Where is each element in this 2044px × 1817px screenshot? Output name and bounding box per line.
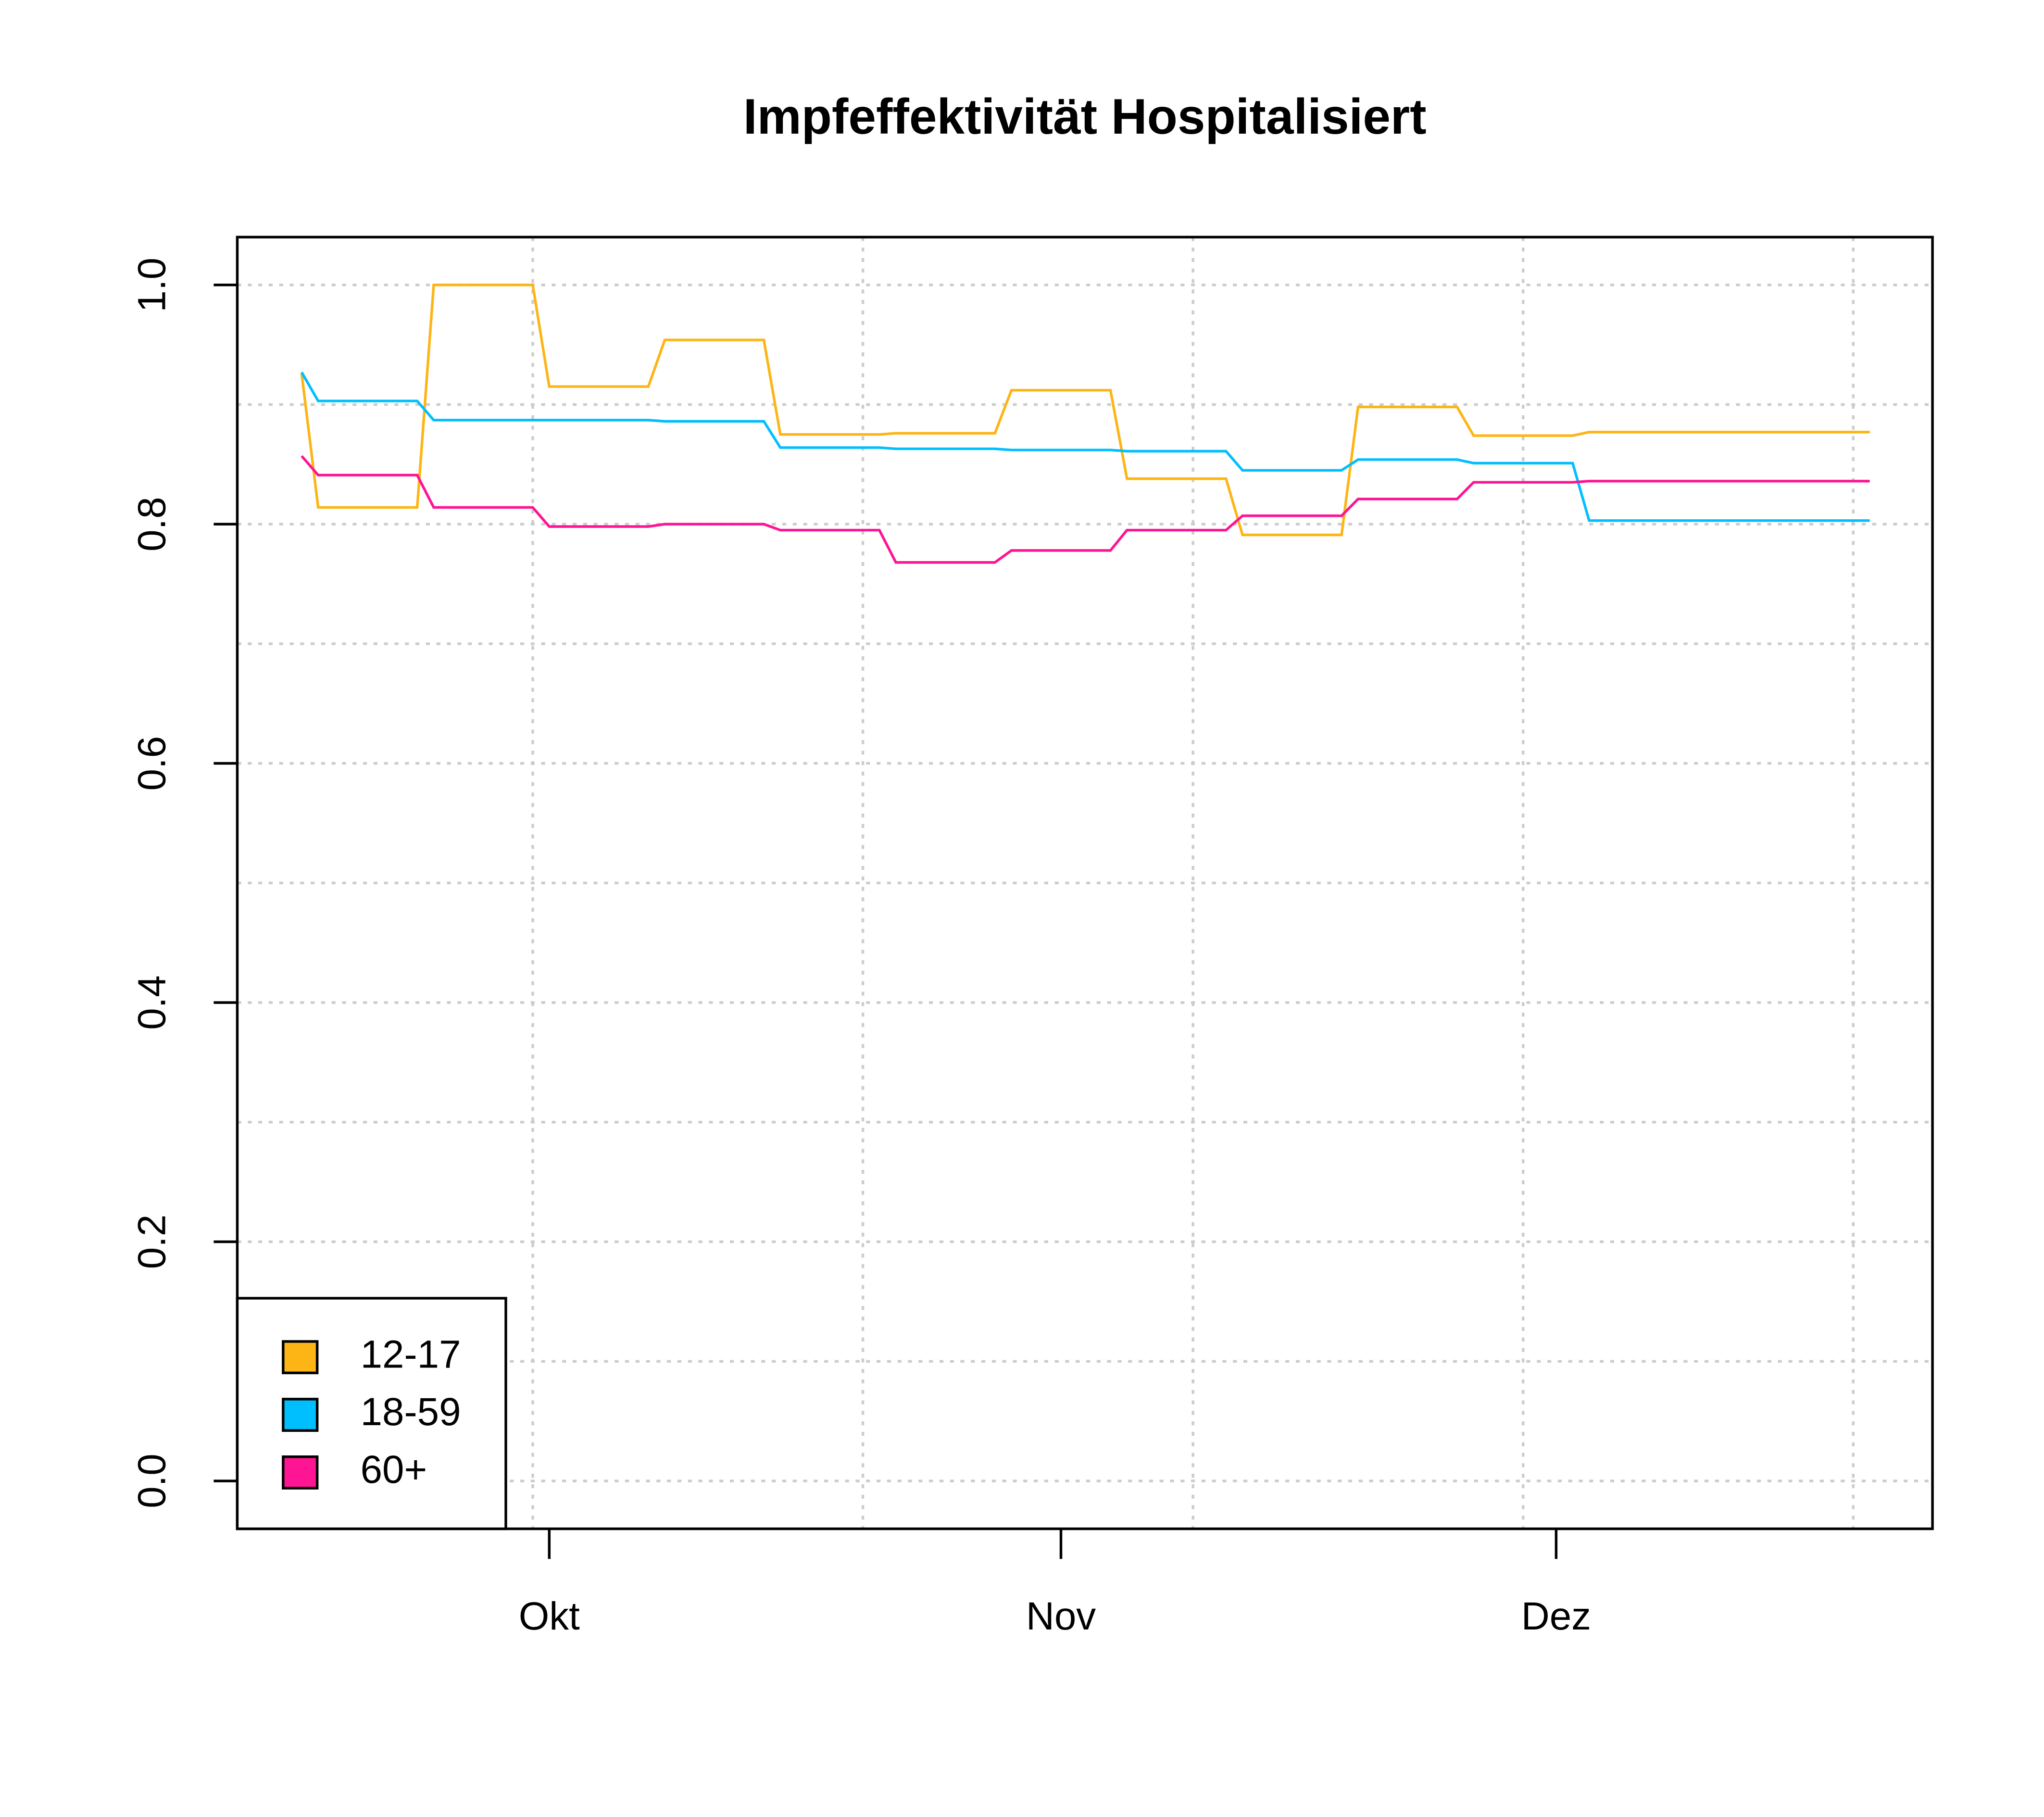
legend-label: 18-59 xyxy=(361,1390,461,1434)
legend-swatch xyxy=(282,1455,319,1490)
chart-title: Impfeffektivität Hospitalisiert xyxy=(743,88,1427,144)
series-line xyxy=(301,455,1870,564)
y-tick-label: 0.4 xyxy=(130,975,174,1030)
plot-frame xyxy=(236,236,1934,1530)
legend-label: 12-17 xyxy=(361,1332,461,1376)
x-tick-label: Okt xyxy=(519,1594,580,1638)
series-line xyxy=(300,371,1870,522)
axes: 0.0 0.2 0.4 0.6 0.8 1.0 Okt Nov Dez xyxy=(130,258,1591,1638)
legend-swatch xyxy=(282,1340,319,1375)
legend-label: 60+ xyxy=(361,1448,427,1491)
y-tick-label: 1.0 xyxy=(130,258,174,313)
legend: 12-17 18-59 60+ xyxy=(236,1297,507,1530)
y-tick-label: 0.8 xyxy=(130,497,174,551)
lines xyxy=(300,283,1870,564)
legend-swatch xyxy=(282,1398,319,1432)
x-tick-label: Nov xyxy=(1026,1594,1096,1638)
y-tick-label: 0.6 xyxy=(130,736,174,791)
series-line xyxy=(300,283,1870,537)
y-tick-label: 0.2 xyxy=(130,1215,174,1269)
x-tick-label: Dez xyxy=(1521,1594,1591,1638)
y-tick-label: 0.0 xyxy=(130,1454,174,1508)
